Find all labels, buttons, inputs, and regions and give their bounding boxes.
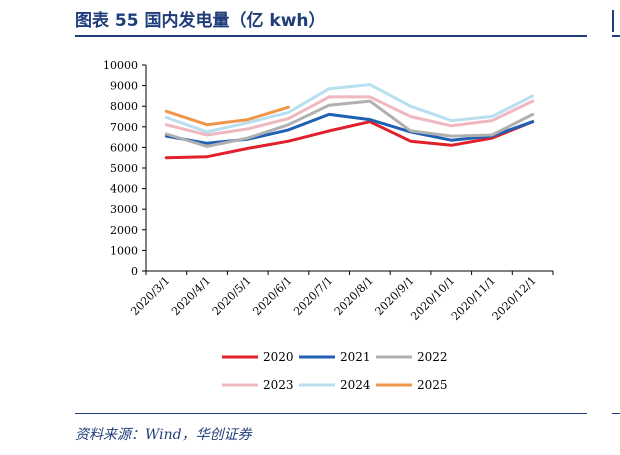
legend-label-2025: 2025 (417, 378, 448, 392)
y-tick-label: 8000 (110, 100, 138, 113)
y-tick-label: 2000 (110, 224, 138, 237)
adjacent-panel-divider (612, 35, 620, 37)
adjacent-panel-footer-divider (612, 413, 620, 414)
x-tick-label: 2020/4/1 (169, 274, 213, 318)
series-line-2023 (164, 95, 535, 137)
series-line-2024 (164, 83, 535, 134)
x-tick-label: 2020/8/1 (332, 274, 376, 318)
adjacent-panel-edge (612, 10, 620, 32)
y-tick-label: 1000 (110, 244, 138, 257)
chart-legend: 2020 2021 2022 2023 2024 2025 (222, 350, 448, 392)
y-tick-label: 9000 (110, 80, 138, 93)
y-tick-label: 6000 (110, 141, 138, 154)
legend-label-2021: 2021 (340, 350, 371, 364)
x-tick-label: 2020/12/1 (490, 274, 539, 323)
legend-label-2024: 2024 (340, 378, 371, 392)
y-tick-label: 5000 (110, 162, 138, 175)
x-tick-label: 2020/6/1 (250, 274, 294, 318)
y-tick-label: 7000 (110, 121, 138, 134)
series-line-2020 (164, 120, 535, 160)
y-tick-label: 10000 (103, 59, 138, 72)
y-tick-label: 4000 (110, 183, 138, 196)
x-tick-label: 2020/7/1 (291, 274, 335, 318)
chart-title: 图表 55 国内发电量（亿 kwh） (75, 11, 326, 31)
y-tick-label: 3000 (110, 203, 138, 216)
source-note: 资料来源：Wind，华创证券 (75, 427, 252, 443)
footer-divider (75, 413, 587, 414)
legend-label-2023: 2023 (263, 378, 294, 392)
series-line-2025 (164, 105, 290, 127)
x-tick-label: 2020/5/1 (210, 274, 254, 318)
series-line-2022 (164, 99, 535, 148)
y-tick-label: 0 (131, 265, 138, 278)
title-divider (75, 35, 587, 37)
chart-series (164, 83, 535, 160)
legend-label-2022: 2022 (417, 350, 448, 364)
legend-label-2020: 2020 (263, 350, 294, 364)
x-tick-label: 2020/3/1 (128, 274, 172, 318)
